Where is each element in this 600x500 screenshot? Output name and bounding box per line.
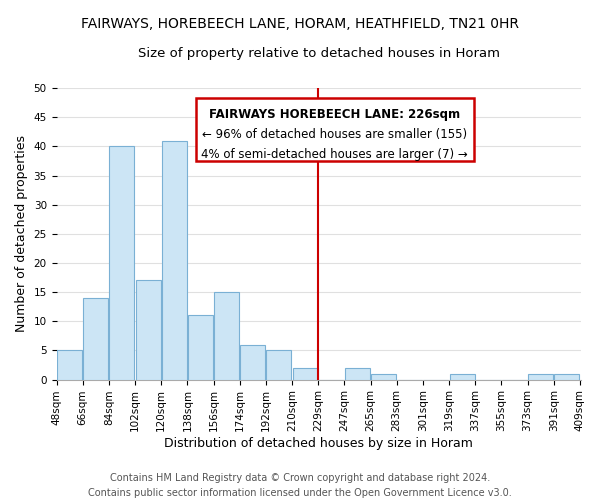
Bar bbox=[188, 316, 213, 380]
Title: Size of property relative to detached houses in Horam: Size of property relative to detached ho… bbox=[138, 48, 500, 60]
Bar bbox=[293, 368, 317, 380]
Text: FAIRWAYS, HOREBEECH LANE, HORAM, HEATHFIELD, TN21 0HR: FAIRWAYS, HOREBEECH LANE, HORAM, HEATHFI… bbox=[81, 18, 519, 32]
Bar bbox=[214, 292, 239, 380]
Y-axis label: Number of detached properties: Number of detached properties bbox=[15, 136, 28, 332]
Bar bbox=[554, 374, 579, 380]
Bar bbox=[240, 344, 265, 380]
Text: Contains HM Land Registry data © Crown copyright and database right 2024.
Contai: Contains HM Land Registry data © Crown c… bbox=[88, 472, 512, 498]
Bar bbox=[83, 298, 108, 380]
Bar bbox=[109, 146, 134, 380]
Bar bbox=[162, 140, 187, 380]
Bar bbox=[136, 280, 161, 380]
Bar bbox=[371, 374, 396, 380]
Text: ← 96% of detached houses are smaller (155): ← 96% of detached houses are smaller (15… bbox=[202, 128, 467, 141]
Bar bbox=[57, 350, 82, 380]
FancyBboxPatch shape bbox=[196, 98, 474, 161]
Bar bbox=[345, 368, 370, 380]
Text: FAIRWAYS HOREBEECH LANE: 226sqm: FAIRWAYS HOREBEECH LANE: 226sqm bbox=[209, 108, 460, 122]
X-axis label: Distribution of detached houses by size in Horam: Distribution of detached houses by size … bbox=[164, 437, 473, 450]
Bar bbox=[266, 350, 292, 380]
Bar bbox=[528, 374, 553, 380]
Bar bbox=[449, 374, 475, 380]
Text: 4% of semi-detached houses are larger (7) →: 4% of semi-detached houses are larger (7… bbox=[201, 148, 468, 161]
